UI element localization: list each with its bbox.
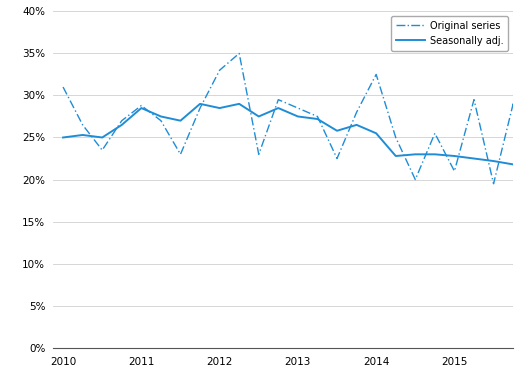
Seasonally adj.	[490, 159, 497, 163]
Original series	[197, 106, 203, 110]
Seasonally adj.	[412, 152, 418, 156]
Seasonally adj.	[177, 118, 184, 123]
Original series	[490, 181, 497, 186]
Legend: Original series, Seasonally adj.: Original series, Seasonally adj.	[391, 16, 508, 51]
Seasonally adj.	[314, 117, 321, 121]
Original series	[412, 177, 418, 182]
Seasonally adj.	[99, 135, 105, 140]
Seasonally adj.	[334, 129, 340, 133]
Seasonally adj.	[373, 131, 379, 136]
Original series	[236, 51, 242, 56]
Original series	[216, 68, 223, 73]
Seasonally adj.	[118, 122, 125, 127]
Original series	[373, 72, 379, 77]
Original series	[334, 156, 340, 161]
Seasonally adj.	[353, 122, 360, 127]
Seasonally adj.	[256, 114, 262, 119]
Original series	[314, 114, 321, 119]
Seasonally adj.	[471, 156, 477, 161]
Seasonally adj.	[60, 135, 66, 140]
Original series	[451, 169, 458, 174]
Original series	[510, 102, 516, 106]
Seasonally adj.	[236, 102, 242, 106]
Seasonally adj.	[158, 114, 164, 119]
Original series	[295, 106, 301, 110]
Seasonally adj.	[138, 106, 144, 110]
Original series	[256, 152, 262, 156]
Seasonally adj.	[197, 102, 203, 106]
Original series	[393, 135, 399, 140]
Original series	[99, 148, 105, 152]
Original series	[158, 118, 164, 123]
Original series	[60, 85, 66, 89]
Seasonally adj.	[393, 154, 399, 158]
Seasonally adj.	[216, 106, 223, 110]
Original series	[353, 110, 360, 115]
Original series	[138, 103, 144, 108]
Original series	[79, 122, 86, 127]
Seasonally adj.	[295, 114, 301, 119]
Seasonally adj.	[79, 133, 86, 137]
Line: Original series: Original series	[63, 53, 529, 197]
Original series	[118, 118, 125, 123]
Line: Seasonally adj.: Seasonally adj.	[63, 104, 529, 164]
Seasonally adj.	[275, 106, 281, 110]
Original series	[432, 131, 438, 136]
Original series	[275, 98, 281, 102]
Original series	[471, 98, 477, 102]
Seasonally adj.	[432, 152, 438, 156]
Original series	[177, 152, 184, 156]
Seasonally adj.	[451, 154, 458, 158]
Seasonally adj.	[510, 162, 516, 167]
